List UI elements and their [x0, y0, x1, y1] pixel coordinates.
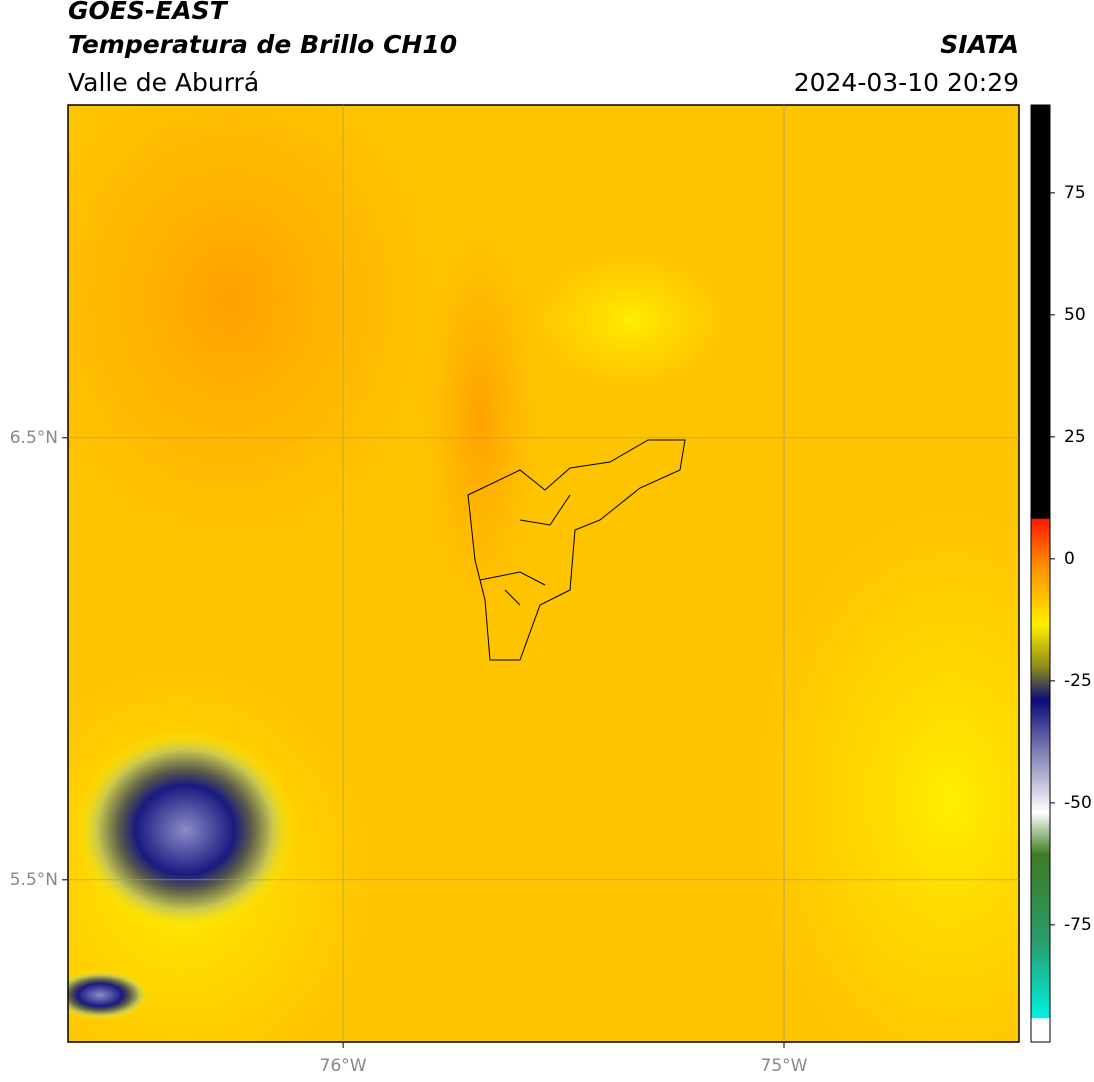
region: Valle de Aburrá	[68, 68, 259, 97]
colorbar-label: 25	[1064, 427, 1086, 447]
colorbar-label: -25	[1064, 671, 1092, 691]
satellite-image	[68, 105, 1019, 1042]
colorbar-label: 75	[1064, 183, 1086, 203]
colorbar-label: 50	[1064, 305, 1086, 325]
map-frame	[67, 104, 1020, 1043]
timestamp: 2024-03-10 20:29	[794, 68, 1019, 97]
title: GOES-EAST	[68, 0, 229, 25]
lon-label: 76°W	[320, 1056, 367, 1076]
lat-label: 6.5°N	[10, 428, 58, 448]
subtitle: Temperatura de Brillo CH10	[68, 30, 457, 59]
colorbar	[1030, 104, 1051, 1043]
lat-label: 5.5°N	[10, 870, 58, 890]
source: SIATA	[940, 30, 1019, 59]
lon-label: 75°W	[761, 1056, 808, 1076]
colorbar-label: -50	[1064, 793, 1092, 813]
colorbar-label: 0	[1064, 549, 1075, 569]
colorbar-label: -75	[1064, 915, 1092, 935]
